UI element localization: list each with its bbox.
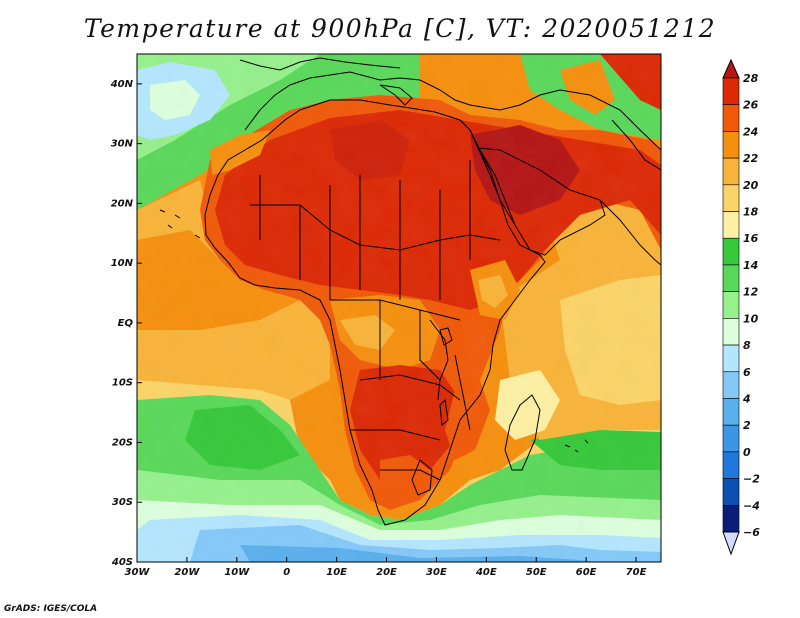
lon-tick-label: 40E (475, 567, 497, 578)
lon-tick-label: 10E (326, 567, 347, 578)
colorbar-segment (722, 131, 740, 159)
colorbar-label: 28 (743, 72, 759, 85)
lon-tick-label: 50E (526, 567, 547, 578)
colorbar-max-arrow (722, 58, 740, 79)
latitude-axis: 40N 30N 20N 10N EQ 10S 20S 30S 40S (110, 79, 142, 568)
colorbar-label: 2 (743, 419, 751, 432)
map-frame (136, 53, 662, 563)
colorbar-segment (722, 398, 740, 426)
colorbar-label: 12 (743, 286, 759, 299)
longitude-axis: 30W 20W 10W 0 10E 20E 30E 40E 50E 60E 70E (125, 557, 647, 578)
lat-tick-label: 10N (111, 258, 134, 269)
colorbar-segment (722, 371, 740, 399)
colorbar-label: 24 (743, 125, 758, 138)
lat-tick-label: 20S (112, 437, 133, 448)
lat-tick-label: 30S (112, 497, 133, 508)
colorbar-label: −4 (743, 499, 760, 512)
colorbar-label: 20 (743, 179, 759, 192)
lat-tick-label: 10S (112, 378, 133, 389)
colorbar-label: 14 (743, 259, 758, 272)
lon-tick-label: 20W (174, 567, 200, 578)
lon-tick-label: 20E (376, 567, 397, 578)
colorbar-segment (722, 478, 740, 506)
colorbar-label: 0 (743, 446, 751, 459)
lat-tick-label: 30N (111, 139, 134, 150)
lat-tick-label: 40N (110, 79, 134, 90)
colorbar-segment (722, 344, 740, 373)
colorbar-segment (722, 264, 740, 292)
colorbar-min-arrow (722, 531, 740, 556)
colorbar-segment (722, 318, 740, 346)
colorbar-segment (722, 424, 740, 453)
colorbar-label: 22 (743, 152, 759, 165)
colorbar-label: 8 (743, 339, 751, 352)
colorbar-segment (722, 504, 740, 533)
colorbar-segment (722, 77, 740, 106)
lat-tick-label: EQ (118, 318, 134, 329)
lat-tick-label: 40S (111, 557, 133, 568)
colorbar-label: −6 (743, 526, 760, 539)
colorbar-segment (722, 104, 740, 132)
map-title: Temperature at 900hPa [C], VT: 202005121… (83, 14, 717, 43)
lon-tick-label: 0 (283, 567, 290, 578)
lat-tick-label: 20N (111, 198, 134, 209)
lon-tick-label: 10W (224, 567, 250, 578)
colorbar-segment (722, 291, 740, 319)
lon-tick-label: 60E (576, 567, 597, 578)
temperature-field (137, 54, 661, 562)
credit-label: GrADS: IGES/COLA (4, 604, 98, 614)
colorbar-segment (722, 237, 740, 266)
colorbar-segment (722, 211, 740, 239)
lon-tick-label: 70E (626, 567, 647, 578)
colorbar-label: 4 (742, 392, 751, 405)
lon-tick-label: 30E (426, 567, 447, 578)
colorbar-label: 26 (743, 99, 759, 112)
lon-tick-label: 30W (125, 567, 151, 578)
colorbar-label: 18 (743, 206, 759, 219)
colorbar-label: 6 (743, 366, 751, 379)
colorbar-label: 10 (743, 312, 759, 325)
colorbar-label: −2 (743, 473, 760, 486)
colorbar-segment (722, 184, 740, 212)
colorbar-segment (722, 157, 740, 186)
colorbar-label: 16 (743, 232, 759, 245)
coastlines (159, 57, 661, 526)
colorbar-segment (722, 451, 740, 479)
